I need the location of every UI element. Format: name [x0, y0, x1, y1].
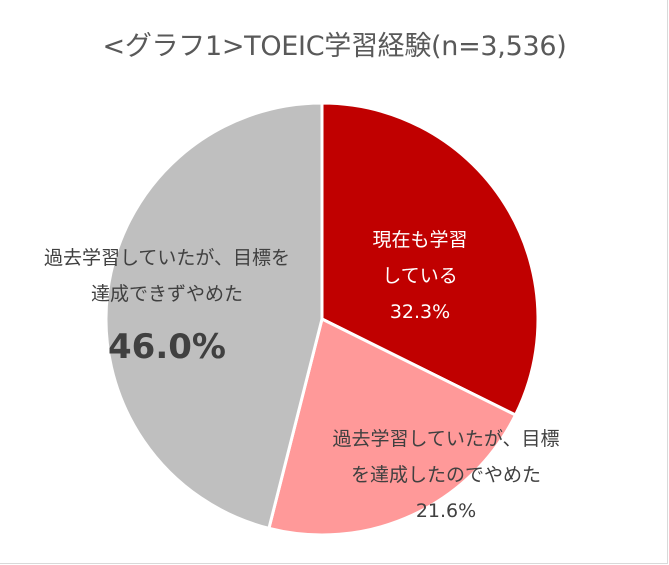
slice-label-line: している [382, 265, 458, 287]
slice-label-line: 現在も学習 [372, 229, 468, 251]
slice-label-line: 過去学習していたが、目標を [43, 247, 291, 269]
slice-label-current: 現在も学習 している 32.3% [340, 222, 500, 330]
slice-label-line: 達成できずやめた [90, 283, 243, 305]
slice-label-line: を達成したのでやめた [350, 464, 541, 486]
slice-value: 32.3% [389, 301, 451, 323]
pie-slice-0 [320, 101, 540, 417]
slice-label-line: 過去学習していたが、目標 [332, 428, 560, 450]
slice-label-achieved: 過去学習していたが、目標 を達成したのでやめた 21.6% [290, 421, 602, 529]
slice-value: 21.6% [415, 500, 477, 522]
pie-slice-2 [104, 101, 324, 530]
slice-label-not-achieved: 過去学習していたが、目標を 達成できずやめた 46.0% [2, 240, 332, 372]
slice-value: 46.0% [108, 327, 226, 367]
chart-title: <グラフ1>TOEIC学習経験(n=3,536) [102, 31, 567, 62]
pie-slice-1 [267, 317, 517, 537]
